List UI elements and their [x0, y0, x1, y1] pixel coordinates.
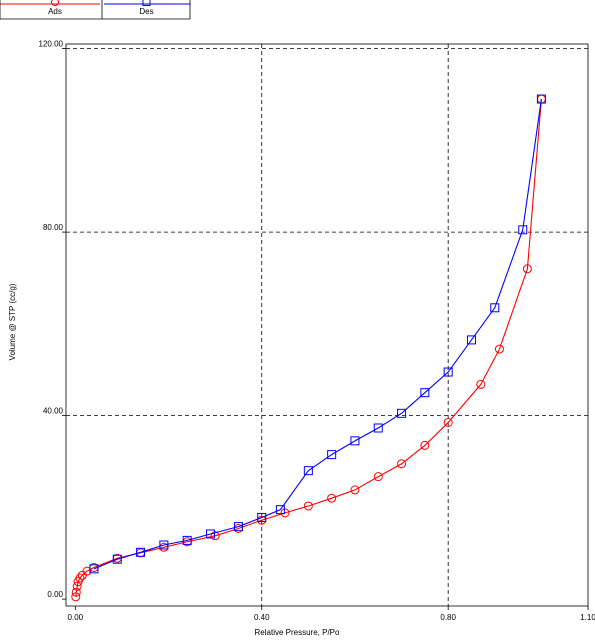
data-point-des [136, 547, 146, 557]
series-line-des [93, 98, 542, 570]
data-point-ads [75, 573, 85, 583]
data-point-des [257, 512, 267, 522]
legend-des-marker [142, 0, 151, 6]
series-group [71, 94, 546, 602]
data-point-des [490, 303, 500, 313]
data-point-des [466, 335, 476, 345]
data-point-ads [327, 493, 337, 503]
legend-ads-marker [51, 0, 59, 6]
data-point-des [233, 522, 243, 532]
legend-ads-label: Ads [48, 7, 62, 16]
grid [66, 44, 588, 606]
data-point-des [420, 388, 430, 398]
data-point-ads [210, 531, 220, 541]
data-point-des [182, 535, 192, 545]
legend-des-label: Des [139, 7, 153, 16]
data-point-des [350, 436, 360, 446]
data-point-des [205, 529, 215, 539]
y-tick-label: 0.00 [47, 590, 63, 599]
data-point-ads [72, 581, 82, 591]
data-point-des [89, 564, 99, 574]
data-point-ads [71, 587, 81, 597]
data-point-des [518, 225, 528, 235]
data-point-des [159, 540, 169, 550]
data-point-ads [280, 508, 290, 518]
data-point-ads [373, 472, 383, 482]
data-point-ads [397, 459, 407, 469]
data-point-ads [82, 566, 92, 576]
tick-labels: 0.00 0.40 0.80 1.10 0.00 40.00 80.00 120.00 [39, 40, 595, 622]
data-point-des [397, 408, 407, 418]
legend: Ads Des [0, 0, 191, 20]
x-tick-label: 0.80 [440, 613, 456, 622]
data-point-des [303, 466, 313, 476]
x-axis-label: Relative Pressure, P/Po [255, 628, 340, 637]
data-point-ads [71, 592, 81, 602]
series-line-ads [75, 99, 542, 597]
y-tick-label: 120.00 [39, 40, 64, 49]
y-tick-label: 80.00 [43, 223, 64, 232]
data-point-des [112, 554, 122, 564]
x-tick-label: 1.10 [580, 613, 595, 622]
axes [65, 43, 589, 607]
x-tick-label: 0.40 [254, 613, 270, 622]
data-point-ads [494, 344, 504, 354]
data-point-des [327, 450, 337, 460]
data-point-des [275, 505, 285, 515]
plot-frame [65, 43, 589, 607]
data-point-ads [476, 379, 486, 389]
data-point-ads [350, 485, 360, 495]
series-ads [71, 94, 546, 602]
series-des [89, 94, 546, 574]
y-axis-label: Volume @ STP (cc/g) [8, 283, 17, 360]
data-point-des [536, 94, 546, 104]
data-point-ads [443, 417, 453, 427]
data-point-ads [303, 501, 313, 511]
y-tick-label: 40.00 [43, 407, 64, 416]
data-point-des [373, 423, 383, 433]
data-point-ads [420, 440, 430, 450]
data-point-des [443, 367, 453, 377]
x-tick-label: 0.00 [68, 613, 84, 622]
data-point-ads [522, 264, 532, 274]
